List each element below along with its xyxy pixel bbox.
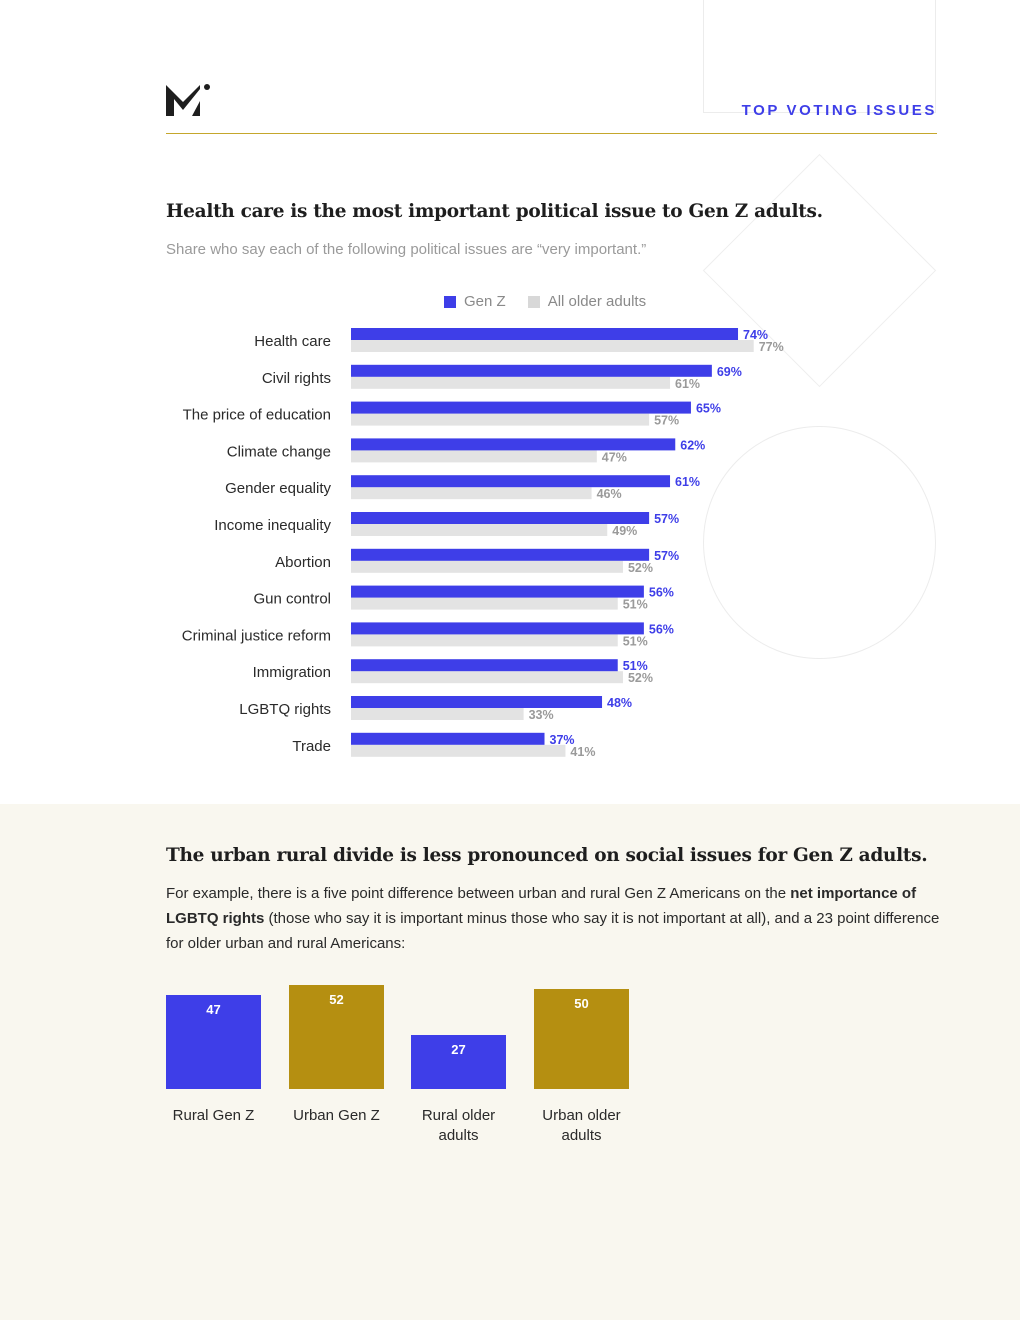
bar-older-immigration xyxy=(351,671,623,684)
bar-rural-gen-z: 47 xyxy=(166,995,261,1089)
chart1-title: Health care is the most important politi… xyxy=(166,201,823,222)
category-label-abortion: Abortion xyxy=(275,554,331,571)
category-label-climate-change: Climate change xyxy=(227,443,331,460)
bar-category-label-line1: Urban older xyxy=(542,1107,621,1124)
bar-category-label-line1: Rural older xyxy=(421,1107,496,1124)
bar-genz-lgbtq-rights xyxy=(351,696,603,708)
value-label-genz-gun-control: 56% xyxy=(649,586,674,600)
bar-category-label-line1: Rural Gen Z xyxy=(172,1107,255,1124)
chart2-title: The urban rural divide is less pronounce… xyxy=(166,845,928,866)
description-text-bold: net importance of LGBTQ rights xyxy=(166,885,917,927)
bar-older-gender-equality xyxy=(351,487,592,500)
bar-older-health-care xyxy=(351,340,754,352)
value-label-genz-trade: 37% xyxy=(550,733,575,747)
category-label-immigration: Immigration xyxy=(253,664,331,681)
bar-urban-older-adults: 50 xyxy=(534,989,629,1089)
legend-swatch-older xyxy=(527,295,540,308)
bar-value-label: 27 xyxy=(451,1042,466,1057)
bar-older-lgbtq-rights xyxy=(351,708,524,720)
value-label-older-health-care: 77% xyxy=(759,340,784,354)
category-label-civil-rights: Civil rights xyxy=(262,370,331,387)
category-label-the-price-of-education: The price of education xyxy=(183,407,331,424)
bar-category-label: Urban older adults xyxy=(517,1106,647,1146)
value-label-older-income-inequality: 49% xyxy=(612,524,637,538)
value-label-older-immigration: 52% xyxy=(628,671,653,685)
value-label-genz-civil-rights: 69% xyxy=(717,365,742,379)
bar-older-gun-control xyxy=(351,597,618,610)
value-label-older-lgbtq-rights: 33% xyxy=(529,708,554,722)
value-label-older-gun-control: 51% xyxy=(623,598,648,612)
description-text-end: (those who say it is important minus tho… xyxy=(166,910,940,952)
chart1-subtitle: Share who say each of the following poli… xyxy=(166,241,647,258)
category-label-lgbtq-rights: LGBTQ rights xyxy=(239,701,331,718)
bar-genz-abortion xyxy=(351,548,650,561)
bar-older-trade xyxy=(351,744,566,757)
bar-older-civil-rights xyxy=(351,376,671,389)
bar-category-label: Rural older adults xyxy=(394,1106,524,1146)
bar-category-label: Rural Gen Z xyxy=(149,1106,279,1126)
bar-genz-health-care xyxy=(351,328,739,340)
value-label-genz-immigration: 51% xyxy=(623,659,648,673)
category-label-income-inequality: Income inequality xyxy=(214,517,331,534)
bar-urban-gen-z: 52 xyxy=(289,985,384,1089)
legend-label-older: All older adults xyxy=(547,293,647,310)
bar-category-label-line1: Urban Gen Z xyxy=(293,1107,380,1124)
header-rule xyxy=(166,133,937,134)
bar-value-label: 50 xyxy=(574,996,589,1011)
legend-swatch-gen-z xyxy=(444,295,456,308)
chart2-description: For example, there is a five point diffe… xyxy=(166,881,946,956)
bar-genz-trade xyxy=(351,732,545,745)
section-tag: TOP VOTING ISSUES xyxy=(741,102,937,119)
category-label-health-care: Health care xyxy=(254,333,331,350)
chart1-legend: Gen Z All older adults xyxy=(444,293,668,310)
decorative-rectangle xyxy=(703,0,936,113)
bar-genz-climate-change xyxy=(351,438,676,451)
bar-genz-immigration xyxy=(351,659,618,672)
bar-genz-the-price-of-education xyxy=(351,401,691,414)
legend-item-older: All older adults xyxy=(527,293,647,310)
bar-older-the-price-of-education xyxy=(351,413,650,426)
bar-older-abortion xyxy=(351,560,623,573)
value-label-genz-lgbtq-rights: 48% xyxy=(607,696,632,710)
category-label-gun-control: Gun control xyxy=(253,591,331,608)
bar-older-climate-change xyxy=(351,450,597,463)
value-label-older-gender-equality: 46% xyxy=(597,487,622,501)
brand-logo-icon xyxy=(166,84,210,116)
bar-value-label: 52 xyxy=(329,992,344,1007)
category-label-gender-equality: Gender equality xyxy=(225,480,331,497)
bar-genz-gun-control xyxy=(351,585,644,598)
value-label-older-civil-rights: 61% xyxy=(675,377,700,391)
value-label-genz-gender-equality: 61% xyxy=(675,475,700,489)
value-label-older-the-price-of-education: 57% xyxy=(654,414,679,428)
value-label-genz-income-inequality: 57% xyxy=(654,512,679,526)
value-label-older-trade: 41% xyxy=(570,745,595,759)
value-label-genz-health-care: 74% xyxy=(743,328,768,342)
bar-older-criminal-justice-reform xyxy=(351,634,618,647)
bar-value-label: 47 xyxy=(206,1002,221,1017)
decorative-circle xyxy=(703,426,936,659)
bar-genz-gender-equality xyxy=(351,475,671,488)
value-label-older-abortion: 52% xyxy=(628,561,653,575)
bar-category-label-line2: adults xyxy=(438,1127,479,1144)
value-label-genz-abortion: 57% xyxy=(654,549,679,563)
legend-item-gen-z: Gen Z xyxy=(444,293,506,310)
bar-category-label-line2: adults xyxy=(561,1127,602,1144)
legend-label-gen-z: Gen Z xyxy=(464,293,506,310)
bar-genz-civil-rights xyxy=(351,364,712,377)
bar-rural-older-adults: 27 xyxy=(411,1035,506,1089)
value-label-genz-the-price-of-education: 65% xyxy=(696,402,721,416)
value-label-older-criminal-justice-reform: 51% xyxy=(623,634,648,648)
value-label-older-climate-change: 47% xyxy=(602,450,627,464)
category-label-criminal-justice-reform: Criminal justice reform xyxy=(182,627,331,644)
bar-older-income-inequality xyxy=(351,524,608,536)
bar-category-label: Urban Gen Z xyxy=(272,1106,402,1126)
description-text-start: For example, there is a five point diffe… xyxy=(166,885,791,902)
category-label-trade: Trade xyxy=(292,738,331,755)
horizontal-bar-chart: Health care 74%77% Civil rights 69% 61% The p… xyxy=(182,328,784,759)
bar-genz-income-inequality xyxy=(351,512,650,524)
value-label-genz-criminal-justice-reform: 56% xyxy=(649,622,674,636)
value-label-genz-climate-change: 62% xyxy=(680,438,705,452)
bar-genz-criminal-justice-reform xyxy=(351,622,644,635)
